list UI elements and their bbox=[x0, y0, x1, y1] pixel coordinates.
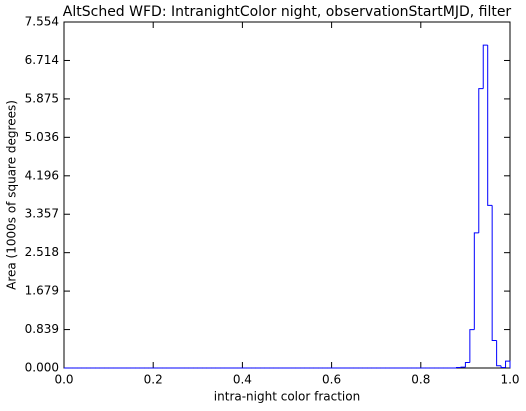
y-tick-label: 6.714 bbox=[25, 53, 59, 67]
histogram-step bbox=[464, 362, 470, 368]
histogram-step bbox=[478, 88, 484, 233]
y-tick-label: 2.518 bbox=[25, 245, 59, 259]
x-tick-label: 0.0 bbox=[54, 373, 73, 387]
chart-title: AltSched WFD: IntranightColor night, obs… bbox=[63, 4, 512, 20]
histogram-step bbox=[473, 232, 479, 330]
y-tick-label: 7.554 bbox=[25, 15, 59, 29]
x-tick-label: 1.0 bbox=[500, 373, 519, 387]
y-axis-label: Area (1000s of square degrees) bbox=[5, 100, 19, 290]
histogram-step bbox=[500, 365, 506, 369]
histogram-step bbox=[505, 360, 511, 368]
histogram-step bbox=[482, 44, 488, 89]
y-tick-label: 5.875 bbox=[25, 91, 59, 105]
x-tick-label: 0.6 bbox=[322, 373, 341, 387]
histogram-step bbox=[491, 205, 497, 342]
x-tick-label: 0.8 bbox=[411, 373, 430, 387]
x-axis-label: intra-night color fraction bbox=[214, 390, 360, 404]
y-tick-label: 0.839 bbox=[25, 322, 59, 336]
histogram-step bbox=[487, 45, 493, 206]
y-tick-label: 0.000 bbox=[25, 361, 59, 375]
plot-frame bbox=[63, 21, 511, 369]
y-tick-label: 5.036 bbox=[25, 130, 59, 144]
histogram-step bbox=[469, 329, 475, 363]
y-tick-label: 3.357 bbox=[25, 207, 59, 221]
y-tick-label: 1.679 bbox=[25, 284, 59, 298]
y-tick-label: 4.196 bbox=[25, 168, 59, 182]
x-tick-label: 0.4 bbox=[233, 373, 252, 387]
x-tick-label: 0.2 bbox=[144, 373, 163, 387]
histogram-step bbox=[496, 340, 502, 367]
